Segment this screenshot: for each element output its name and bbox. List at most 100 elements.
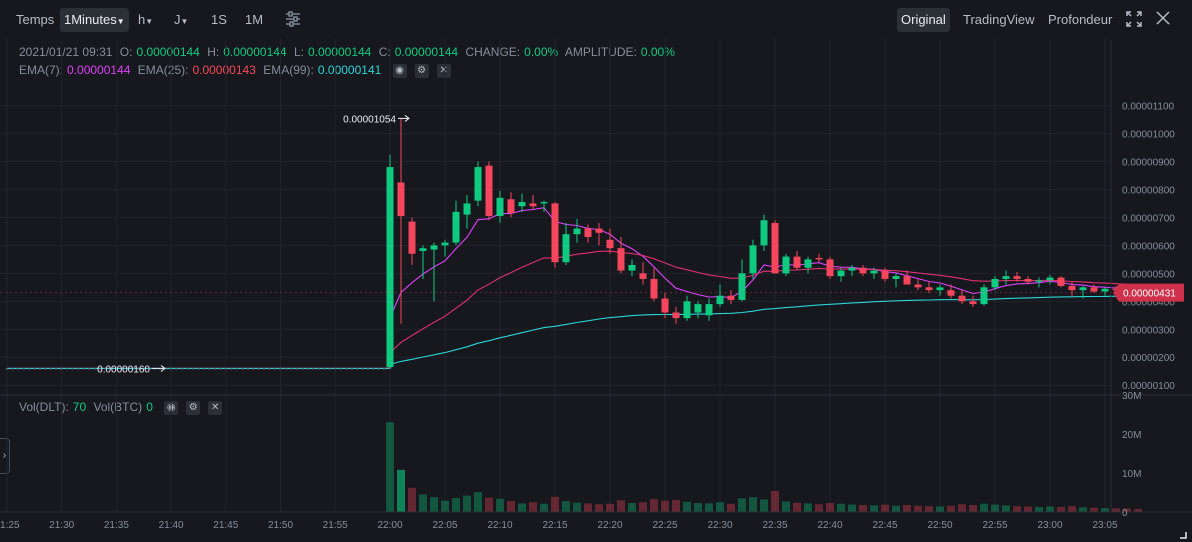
volume-bar	[518, 503, 526, 512]
change-label: CHANGE:	[465, 45, 521, 59]
resize-corner-icon	[1180, 532, 1187, 539]
candle-body	[158, 368, 162, 370]
candle-body	[54, 368, 58, 370]
candle-body	[562, 234, 570, 263]
candle-body	[793, 256, 801, 268]
volume-bar	[529, 502, 537, 512]
view-depth-button[interactable]: Profondeur	[1048, 12, 1113, 27]
time-tick-label: 21:30	[49, 520, 74, 531]
volume-bar	[936, 506, 944, 512]
volume-bar	[727, 503, 735, 512]
candle-body	[1013, 276, 1021, 279]
settings-icon[interactable]: ⚙	[186, 400, 201, 415]
volume-bar	[551, 496, 559, 512]
candle-body	[339, 368, 343, 370]
candle-body	[991, 278, 999, 288]
time-tick-label: 21:45	[213, 520, 238, 531]
candle-body	[771, 223, 779, 274]
candle-body	[268, 368, 272, 370]
time-tick-label: 23:05	[1092, 520, 1117, 531]
candle-body	[76, 368, 80, 370]
candle-body	[186, 368, 190, 370]
candle-body	[10, 368, 14, 370]
volume-bar	[870, 505, 878, 512]
view-original-button[interactable]: Original	[897, 8, 950, 32]
candle-body	[350, 368, 354, 370]
dropdown-arrow-icon: ▼	[145, 17, 154, 26]
candle-body	[5, 368, 9, 370]
ema25-label: EMA(25):	[137, 63, 189, 77]
candle-body	[1101, 288, 1109, 292]
candle-body	[397, 182, 405, 217]
ema7-label: EMA(7):	[19, 63, 64, 77]
volume-bar	[540, 503, 548, 512]
candle-body	[202, 368, 206, 370]
volume-bar	[474, 492, 482, 512]
volume-bar	[419, 494, 427, 512]
ema-info-line: EMA(7): 0.00000144 EMA(25): 0.00000143 EMA…	[19, 63, 455, 78]
candle-body	[284, 368, 288, 370]
price-tick-label: 0.00000300	[1122, 325, 1175, 336]
ema99-line	[7, 295, 1138, 369]
candle-body	[306, 368, 310, 370]
volume-bar	[1057, 506, 1065, 512]
remove-icon[interactable]: ✕	[436, 63, 451, 78]
volume-bar	[584, 503, 592, 512]
settings-icon[interactable]: ⚙	[414, 63, 429, 78]
volume-bar	[980, 503, 988, 512]
candle-body	[584, 228, 592, 237]
volume-bar	[683, 501, 691, 512]
candle-body	[328, 368, 332, 370]
interval-label: 1Minutes	[64, 12, 117, 27]
time-tick-label: 22:50	[927, 520, 952, 531]
candle-body	[408, 221, 416, 254]
volume-bar	[617, 500, 625, 512]
candle-body	[452, 211, 460, 243]
candle-body	[980, 287, 988, 305]
time-tick-label: 21:40	[159, 520, 184, 531]
month-interval-button[interactable]: 1M	[245, 12, 264, 27]
candle-body	[507, 199, 515, 214]
hour-dropdown[interactable]: h▼	[138, 8, 153, 32]
volume-bar	[452, 497, 460, 512]
price-tick-label: 0.00000700	[1122, 213, 1175, 224]
volume-tick-label: 0	[1122, 508, 1128, 519]
volume-bar	[782, 501, 790, 512]
candle-body	[43, 368, 47, 370]
candle-body	[903, 276, 911, 285]
settings-sliders-icon[interactable]	[285, 11, 303, 29]
candle-body	[82, 368, 86, 370]
close-icon[interactable]	[1156, 11, 1174, 29]
eye-icon[interactable]: ◉	[164, 400, 179, 415]
volume-bar	[1123, 508, 1131, 512]
expand-panel-handle[interactable]: ›	[0, 438, 10, 474]
vol-btc-value: 0	[146, 400, 153, 414]
candle-body	[125, 368, 129, 370]
candle-body	[683, 301, 691, 319]
volume-bar	[463, 495, 471, 512]
volume-bar	[1090, 507, 1098, 512]
fullscreen-icon[interactable]	[1126, 11, 1144, 29]
candle-body	[361, 368, 365, 370]
ema25-line	[7, 250, 1139, 369]
candle-body	[782, 256, 790, 274]
interval-dropdown[interactable]: 1Minutes▼	[60, 8, 129, 32]
time-tick-label: 22:35	[762, 520, 787, 531]
candle-body	[1035, 280, 1043, 282]
second-interval-button[interactable]: 1S	[211, 12, 227, 27]
view-tradingview-button[interactable]: TradingView	[963, 12, 1035, 27]
price-tick-label: 0.00000100	[1122, 381, 1175, 392]
candle-body	[114, 368, 118, 370]
candle-body	[815, 257, 823, 260]
day-dropdown[interactable]: J▼	[174, 8, 188, 32]
change-value: 0.00%	[524, 45, 559, 59]
volume-bar	[705, 503, 713, 512]
candle-body	[859, 267, 867, 274]
eye-icon[interactable]: ◉	[392, 63, 407, 78]
remove-icon[interactable]: ✕	[208, 400, 223, 415]
candle-body	[377, 368, 381, 370]
hour-label: h	[138, 12, 146, 27]
ema7-value: 0.00000144	[67, 63, 131, 77]
candle-body	[224, 368, 228, 370]
